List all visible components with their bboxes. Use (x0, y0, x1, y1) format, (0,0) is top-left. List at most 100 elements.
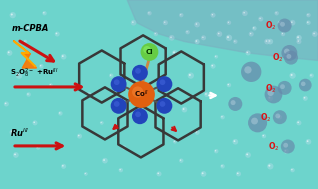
Text: Co$^{II}$: Co$^{II}$ (134, 89, 149, 100)
Ellipse shape (185, 30, 190, 34)
Ellipse shape (246, 153, 248, 155)
Ellipse shape (180, 14, 181, 15)
Ellipse shape (248, 113, 267, 132)
Ellipse shape (313, 33, 315, 34)
Ellipse shape (13, 152, 19, 158)
Ellipse shape (173, 140, 177, 144)
Ellipse shape (227, 36, 229, 38)
Ellipse shape (234, 41, 235, 42)
Ellipse shape (290, 168, 295, 172)
Ellipse shape (205, 93, 207, 95)
Text: O$_2$: O$_2$ (268, 141, 280, 153)
Text: O$_2$: O$_2$ (265, 82, 277, 95)
Ellipse shape (114, 101, 120, 107)
Ellipse shape (233, 140, 235, 142)
Ellipse shape (62, 55, 64, 57)
Ellipse shape (303, 96, 308, 101)
Ellipse shape (195, 39, 200, 44)
Ellipse shape (312, 31, 318, 37)
Ellipse shape (141, 43, 158, 61)
Ellipse shape (109, 73, 114, 78)
Ellipse shape (147, 11, 152, 15)
Ellipse shape (306, 13, 311, 17)
Ellipse shape (250, 33, 251, 34)
Ellipse shape (284, 51, 298, 65)
Ellipse shape (259, 18, 261, 19)
Ellipse shape (59, 112, 60, 114)
Ellipse shape (86, 92, 92, 97)
Ellipse shape (55, 32, 60, 36)
Ellipse shape (268, 40, 270, 42)
Ellipse shape (214, 55, 218, 59)
Ellipse shape (120, 169, 121, 170)
Ellipse shape (26, 26, 31, 31)
Ellipse shape (278, 19, 292, 33)
Ellipse shape (283, 143, 288, 148)
Ellipse shape (228, 97, 242, 111)
Ellipse shape (143, 46, 151, 53)
Ellipse shape (204, 92, 209, 97)
Ellipse shape (10, 129, 16, 136)
Ellipse shape (285, 150, 286, 152)
Ellipse shape (160, 79, 165, 85)
Ellipse shape (172, 50, 178, 56)
Ellipse shape (135, 112, 141, 117)
Text: O$_2$: O$_2$ (260, 112, 272, 124)
Ellipse shape (182, 107, 187, 112)
Ellipse shape (263, 135, 264, 136)
Ellipse shape (87, 93, 89, 95)
Ellipse shape (307, 14, 308, 15)
Ellipse shape (281, 139, 295, 153)
Ellipse shape (228, 84, 229, 85)
Ellipse shape (285, 55, 286, 57)
Ellipse shape (61, 164, 66, 169)
Ellipse shape (304, 97, 305, 99)
Ellipse shape (110, 74, 111, 76)
Ellipse shape (245, 152, 251, 158)
Ellipse shape (215, 56, 216, 57)
Ellipse shape (296, 39, 301, 44)
Ellipse shape (202, 37, 204, 38)
Ellipse shape (214, 149, 218, 153)
Ellipse shape (11, 13, 13, 15)
Ellipse shape (137, 35, 142, 40)
Ellipse shape (100, 121, 104, 125)
Ellipse shape (179, 158, 183, 163)
Ellipse shape (278, 20, 282, 25)
Ellipse shape (280, 22, 285, 27)
Ellipse shape (265, 86, 282, 103)
Ellipse shape (232, 139, 238, 145)
Ellipse shape (226, 35, 232, 41)
Ellipse shape (284, 54, 289, 59)
Ellipse shape (262, 134, 266, 138)
Text: Cl: Cl (146, 49, 153, 55)
Ellipse shape (42, 11, 47, 15)
Ellipse shape (119, 168, 123, 172)
Ellipse shape (310, 74, 312, 76)
Polygon shape (13, 41, 37, 68)
Ellipse shape (189, 74, 191, 76)
Ellipse shape (211, 13, 216, 18)
Ellipse shape (279, 116, 280, 117)
Ellipse shape (131, 20, 136, 26)
Ellipse shape (221, 165, 223, 167)
Ellipse shape (242, 10, 248, 16)
Ellipse shape (36, 145, 40, 150)
Ellipse shape (154, 32, 158, 36)
Ellipse shape (49, 83, 53, 87)
Ellipse shape (84, 172, 88, 176)
Ellipse shape (236, 171, 241, 176)
Ellipse shape (297, 36, 299, 38)
Ellipse shape (282, 33, 283, 34)
Ellipse shape (61, 54, 66, 60)
Text: O$_2$: O$_2$ (265, 20, 277, 32)
Ellipse shape (26, 92, 31, 97)
Ellipse shape (266, 40, 267, 42)
Ellipse shape (33, 122, 35, 123)
Ellipse shape (307, 140, 308, 142)
Ellipse shape (202, 172, 204, 174)
Ellipse shape (85, 173, 86, 174)
Ellipse shape (163, 20, 168, 25)
Ellipse shape (135, 68, 141, 74)
Ellipse shape (123, 146, 124, 148)
